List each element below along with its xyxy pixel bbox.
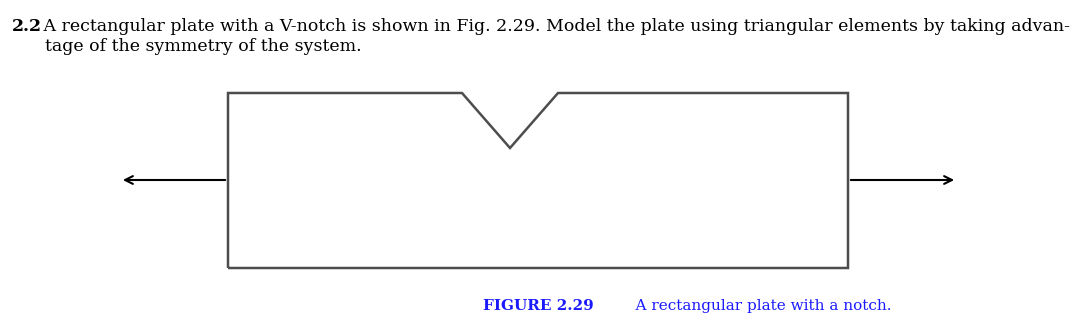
Text: A rectangular plate with a notch.: A rectangular plate with a notch. bbox=[616, 299, 892, 313]
Text: A rectangular plate with a V-notch is shown in Fig. 2.29. Model the plate using : A rectangular plate with a V-notch is sh… bbox=[38, 18, 1071, 35]
Text: tage of the symmetry of the system.: tage of the symmetry of the system. bbox=[45, 38, 362, 55]
Text: 2.2: 2.2 bbox=[12, 18, 42, 35]
Text: FIGURE 2.29: FIGURE 2.29 bbox=[482, 299, 593, 313]
